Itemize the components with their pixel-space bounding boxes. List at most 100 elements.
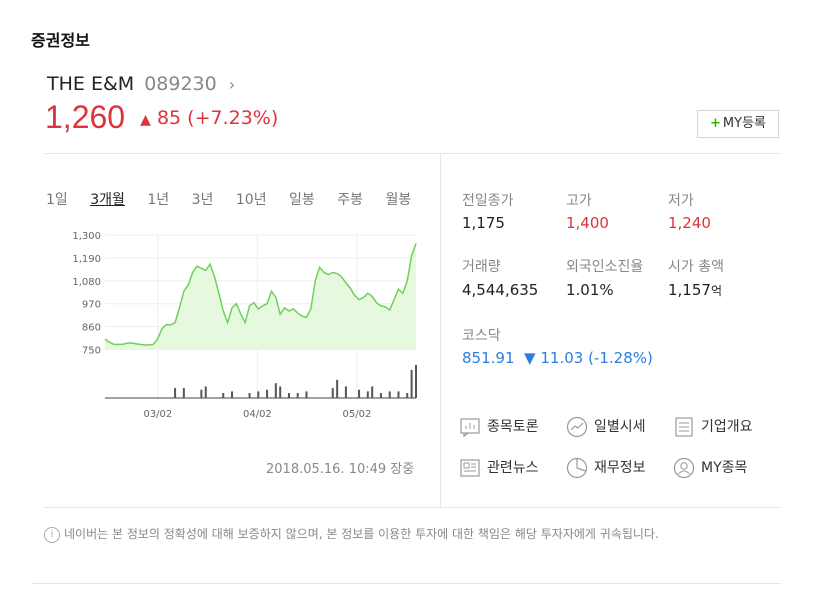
my-stocks-label: MY종목 [701,460,748,476]
chevron-right-icon: › [228,75,236,94]
timestamp: 2018.05.16. 10:49 장중 [266,462,415,477]
price-line [104,243,417,346]
divider-middle [44,507,781,508]
financial-info-label: 재무정보 [594,460,646,476]
volume-bar [305,391,308,398]
low-value: 1,240 [668,214,711,232]
index-label: 코스닥 [462,328,501,344]
section-title: 증권정보 [31,31,90,50]
volume-bar [266,389,269,398]
index-value: 851.91 [462,349,515,367]
volume-bar [358,389,361,398]
prev-close-label: 전일종가 [462,193,514,209]
price-change: ▲ 85 (+7.23%) [140,107,278,129]
x-tick-label: 04/02 [243,409,272,420]
divider-vertical [440,154,441,508]
volume-bar [222,393,225,398]
volume-bar [174,388,177,398]
price-chart: 1,300 1,190 1,080 970 860 750 03/02 04/02 05/02 [72,231,417,420]
stock-code: 089230 [144,73,217,95]
change-value: 85 (+7.23%) [156,107,279,129]
low-label: 저가 [668,193,694,209]
disclaimer: i 네이버는 본 정보의 정확성에 대해 보증하지 않으며, 본 정보를 이용한 … [44,525,659,543]
up-arrow-icon: ▲ [140,112,151,128]
volume-bar [344,386,347,398]
x-tick-label: 05/02 [342,409,371,420]
current-price: 1,260 [45,99,126,135]
stock-name: THE E&M [47,73,135,95]
volume-bar [231,391,234,398]
volume-bar [379,393,382,398]
foreign-rate-label: 외국인소진율 [566,259,644,275]
y-tick-label: 970 [82,300,101,311]
volume-bar [182,388,185,398]
daily-price-label: 일별시세 [594,419,646,435]
related-news-link[interactable]: 관련뉴스 [459,457,539,479]
price-row: 1,260 ▲ 85 (+7.23%) [45,99,278,136]
tab-3y[interactable]: 3년 [191,192,214,208]
volume-bar [406,393,409,398]
divider-bottom [31,583,781,584]
index-change: 11.03 (-1.28%) [540,349,653,367]
volume-bar [410,369,413,398]
daily-price-link[interactable]: 일별시세 [566,416,646,438]
divider-top [44,153,781,154]
down-arrow-icon: ▼ [524,349,536,367]
market-cap-number: 1,157 [668,281,711,299]
volume-bar [331,388,334,398]
volume-bar [296,393,299,398]
tab-monthly[interactable]: 월봉 [385,192,412,208]
my-register-label: MY등록 [722,116,766,131]
high-label: 고가 [566,193,592,209]
related-news-label: 관련뉴스 [487,460,539,476]
tab-3m[interactable]: 3개월 [90,192,125,208]
company-overview-link[interactable]: 기업개요 [673,416,753,438]
volume-bar [371,386,374,398]
market-cap-unit: 억 [710,284,722,298]
volume-bar [274,383,277,398]
trend-chart-icon [566,416,588,438]
volume-bar [279,386,282,398]
volume-value: 4,544,635 [462,281,539,299]
discussion-link[interactable]: 종목토론 [459,416,539,438]
user-icon [673,457,695,479]
volume-bar [204,386,207,398]
discussion-label: 종목토론 [487,419,539,435]
pie-chart-icon [566,457,588,479]
discussion-icon [460,418,480,438]
stock-name-link[interactable]: THE E&M 089230 › [47,73,235,95]
y-tick-label: 860 [82,323,101,334]
volume-label: 거래량 [462,259,501,275]
info-icon: i [44,526,60,543]
price-area [105,243,416,350]
news-icon [460,459,480,477]
y-tick-label: 1,300 [72,231,101,242]
volume-bar [397,391,400,398]
tab-10y[interactable]: 10년 [235,192,267,208]
disclaimer-text: 네이버는 본 정보의 정확성에 대해 보증하지 않으며, 본 정보를 이용한 투… [64,527,659,541]
prev-close-value: 1,175 [462,214,505,232]
volume-bar [248,393,251,398]
y-tick-label: 750 [82,346,101,357]
index-value-row: 851.91 ▼ 11.03 (-1.28%) [462,349,653,367]
period-tabs: 1일 3개월 1년 3년 10년 일봉 주봉 월봉 [46,189,429,209]
volume-bar [415,365,417,398]
volume-bar [200,389,203,398]
volume-bar [287,393,290,398]
my-stocks-link[interactable]: MY종목 [673,457,747,479]
high-value: 1,400 [566,214,609,232]
y-tick-label: 1,080 [72,277,101,288]
volume-bar [336,379,339,398]
company-overview-label: 기업개요 [701,419,753,435]
tab-weekly[interactable]: 주봉 [337,192,364,208]
x-tick-label: 03/02 [143,409,172,420]
volume-bar [388,391,391,398]
document-list-icon [675,417,693,437]
my-register-button[interactable]: + MY등록 [697,110,779,138]
tab-1y[interactable]: 1년 [147,192,170,208]
market-cap-label: 시가 총액 [668,259,724,275]
financial-info-link[interactable]: 재무정보 [566,457,646,479]
tab-1d[interactable]: 1일 [46,192,68,208]
volume-bar [366,391,369,398]
tab-daily[interactable]: 일봉 [289,192,315,208]
